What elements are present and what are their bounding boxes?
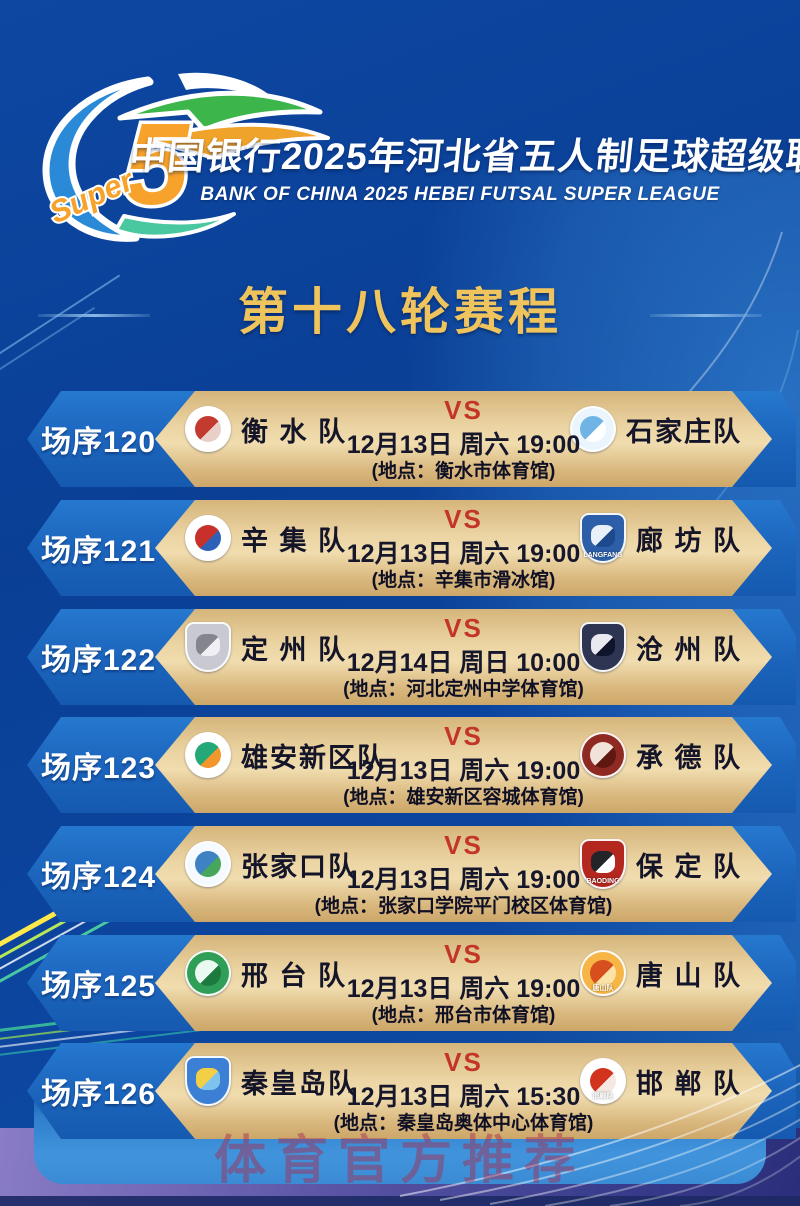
bottom-dark-strip <box>0 1196 800 1206</box>
match-center: VS 12月13日 周六 15:30 <box>347 1049 580 1113</box>
langfang-team-logo-icon: LANGFANG <box>580 513 626 563</box>
section-line-left <box>38 314 150 317</box>
vs-label: VS <box>444 721 483 751</box>
match-center: VS 12月13日 周六 19:00 <box>347 397 580 461</box>
match-center: VS 12月13日 周六 19:00 <box>347 941 580 1005</box>
chengde-team-logo-icon <box>580 732 626 778</box>
home-team-name: 雄安新区队 <box>241 742 386 773</box>
match-row-122: 场序122 定 州 队 沧 州 队 VS 12月14日 周日 10:00 (地点… <box>27 609 796 705</box>
xingtai-team-logo-icon <box>185 950 231 996</box>
match-datetime: 12月13日 周六 19:00 <box>346 431 581 460</box>
away-team: LANGFANG 廊 坊 队 <box>580 513 742 563</box>
match-center: VS 12月14日 周日 10:00 <box>347 615 580 679</box>
match-row-120: 场序120 衡 水 队 石家庄队 VS 12月13日 周六 19:00 (地点：… <box>27 391 796 487</box>
watermark-text: 体育官方推荐 <box>213 1133 586 1190</box>
match-center: VS 12月13日 周六 19:00 <box>347 723 580 787</box>
home-team-name: 秦皇岛队 <box>241 1068 357 1099</box>
zhangjiakou-team-logo-icon <box>185 841 231 887</box>
away-team-name: 保 定 队 <box>635 851 742 882</box>
away-team: 邯郸队 邯 郸 队 <box>580 1058 742 1104</box>
home-team-name: 邢 台 队 <box>241 960 348 991</box>
match-datetime: 12月13日 周六 15:30 <box>346 1083 581 1112</box>
away-team: 唐山队 唐 山 队 <box>580 950 742 996</box>
vs-label: VS <box>444 613 483 643</box>
match-banner: 衡 水 队 石家庄队 VS 12月13日 周六 19:00 (地点：衡水市体育馆… <box>155 391 772 487</box>
match-datetime: 12月13日 周六 19:00 <box>346 975 581 1004</box>
match-datetime: 12月13日 周六 19:00 <box>346 757 581 786</box>
match-number: 场序125 <box>41 970 157 1003</box>
home-team-name: 定 州 队 <box>241 634 348 665</box>
logo-5-text: 5 <box>124 99 190 229</box>
away-team: 沧 州 队 <box>580 622 742 672</box>
vs-label: VS <box>444 1047 483 1077</box>
match-number: 场序122 <box>41 644 157 677</box>
handan-team-logo-icon: 邯郸队 <box>580 1058 626 1104</box>
vs-label: VS <box>444 939 483 969</box>
match-banner: 张家口队 BAODING 保 定 队 VS 12月13日 周六 19:00 (地… <box>155 826 772 922</box>
away-team-name: 廊 坊 队 <box>635 525 742 556</box>
home-team: 辛 集 队 <box>185 515 347 561</box>
xiongan-team-logo-icon <box>185 732 231 778</box>
match-row-123: 场序123 雄安新区队 承 德 队 VS 12月13日 周六 19:00 (地点… <box>27 717 796 813</box>
match-banner: 邢 台 队 唐山队 唐 山 队 VS 12月13日 周六 19:00 (地点：邢… <box>155 935 772 1031</box>
league-title-en: BANK OF CHINA 2025 HEBEI FUTSAL SUPER LE… <box>200 184 720 205</box>
match-number: 场序121 <box>41 535 157 568</box>
home-team-name: 张家口队 <box>241 851 357 882</box>
home-team: 衡 水 队 <box>185 406 347 452</box>
home-team: 秦皇岛队 <box>185 1056 357 1106</box>
match-datetime: 12月14日 周日 10:00 <box>346 649 581 678</box>
match-banner: 雄安新区队 承 德 队 VS 12月13日 周六 19:00 (地点：雄安新区容… <box>155 717 772 813</box>
match-number: 场序123 <box>41 752 157 785</box>
match-number: 场序120 <box>41 426 157 459</box>
cangzhou-team-logo-icon <box>580 622 626 672</box>
vs-label: VS <box>444 395 483 425</box>
match-datetime: 12月13日 周六 19:00 <box>346 866 581 895</box>
away-team-name: 承 德 队 <box>635 742 742 773</box>
vs-label: VS <box>444 830 483 860</box>
match-venue: (地点：邢台市体育馆) <box>371 1005 556 1026</box>
xinji-team-logo-icon <box>185 515 231 561</box>
home-team: 雄安新区队 <box>185 732 386 778</box>
match-datetime: 12月13日 周六 19:00 <box>346 540 581 569</box>
match-row-125: 场序125 邢 台 队 唐山队 唐 山 队 VS 12月13日 周六 19:00… <box>27 935 796 1031</box>
baoding-team-logo-icon: BAODING <box>580 839 626 889</box>
tangshan-team-logo-icon: 唐山队 <box>580 950 626 996</box>
match-center: VS 12月13日 周六 19:00 <box>347 506 580 570</box>
home-team-name: 辛 集 队 <box>241 525 348 556</box>
away-team: 承 德 队 <box>580 732 742 778</box>
away-team-name: 邯 郸 队 <box>635 1068 742 1099</box>
section-title: 第十八轮赛程 <box>238 284 562 340</box>
away-team-name: 石家庄队 <box>626 416 742 447</box>
away-team-name: 唐 山 队 <box>635 960 742 991</box>
vs-label: VS <box>444 504 483 534</box>
match-row-121: 场序121 辛 集 队 LANGFANG 廊 坊 队 VS 12月13日 周六 … <box>27 500 796 596</box>
match-number: 场序124 <box>41 861 157 894</box>
section-line-right <box>650 314 762 317</box>
hengshui-team-logo-icon <box>185 406 231 452</box>
home-team: 定 州 队 <box>185 622 347 672</box>
away-team: BAODING 保 定 队 <box>580 839 742 889</box>
home-team-name: 衡 水 队 <box>241 416 348 447</box>
qinhuangdao-team-logo-icon <box>185 1056 231 1106</box>
dingzhou-team-logo-icon <box>185 622 231 672</box>
away-team-name: 沧 州 队 <box>635 634 742 665</box>
match-banner: 辛 集 队 LANGFANG 廊 坊 队 VS 12月13日 周六 19:00 … <box>155 500 772 596</box>
home-team: 张家口队 <box>185 841 357 887</box>
super5-league-logo: 5 Super <box>28 66 338 251</box>
home-team: 邢 台 队 <box>185 950 347 996</box>
match-center: VS 12月13日 周六 19:00 <box>347 832 580 896</box>
match-number: 场序126 <box>41 1078 157 1111</box>
away-team: 石家庄队 <box>570 406 742 452</box>
match-banner: 定 州 队 沧 州 队 VS 12月14日 周日 10:00 (地点：河北定州中… <box>155 609 772 705</box>
match-row-124: 场序124 张家口队 BAODING 保 定 队 VS 12月13日 周六 19… <box>27 826 796 922</box>
league-title-cn: 中国银行2025年河北省五人制足球超级联赛 <box>127 136 800 177</box>
